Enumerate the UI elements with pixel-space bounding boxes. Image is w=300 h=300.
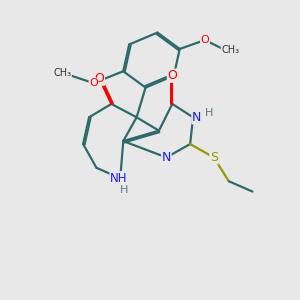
Text: O: O bbox=[201, 35, 209, 45]
Text: CH₃: CH₃ bbox=[53, 68, 71, 78]
Text: CH₃: CH₃ bbox=[221, 45, 239, 56]
Text: H: H bbox=[120, 184, 128, 194]
Text: N: N bbox=[162, 151, 171, 164]
Text: O: O bbox=[89, 78, 98, 88]
Text: O: O bbox=[94, 72, 104, 85]
Text: S: S bbox=[210, 151, 218, 164]
Text: N: N bbox=[192, 111, 201, 124]
Text: H: H bbox=[205, 108, 214, 118]
Text: NH: NH bbox=[110, 172, 128, 185]
Text: O: O bbox=[167, 69, 177, 82]
